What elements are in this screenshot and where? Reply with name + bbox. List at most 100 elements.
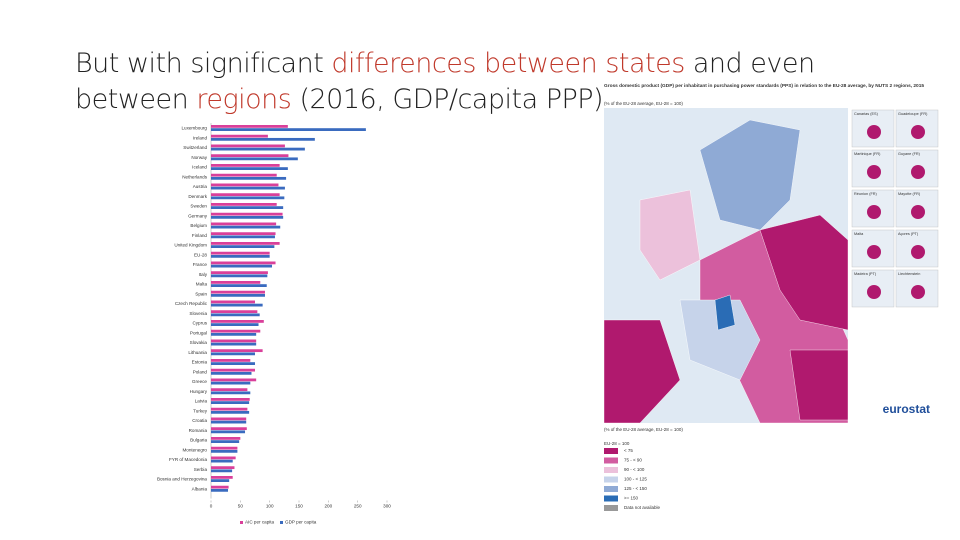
bar (211, 193, 280, 197)
bar (211, 420, 247, 424)
legend-swatch (280, 521, 283, 524)
bar (211, 323, 259, 326)
title-segment: But with significant (75, 48, 332, 79)
bar (211, 225, 281, 229)
bar (211, 271, 268, 275)
bar (211, 215, 284, 219)
map-brand: eurostat (883, 402, 930, 416)
y-tick-label: Latvia (195, 399, 208, 404)
inset-shape (867, 205, 881, 219)
bar (211, 232, 276, 236)
y-tick-label: Luxembourg (181, 126, 207, 131)
plot-background (160, 122, 395, 514)
y-tick-label: Portugal (190, 330, 207, 335)
bar (211, 310, 258, 314)
bar (211, 391, 251, 395)
y-tick-label: Turkey (193, 408, 208, 413)
x-tick-label: 200 (324, 504, 332, 509)
bar (211, 196, 285, 200)
legend-label: < 75 (624, 448, 633, 453)
legend-label: 100 - < 125 (624, 477, 647, 482)
bar (211, 359, 251, 362)
y-tick-label: Norway (191, 155, 207, 160)
legend-swatch (604, 448, 618, 454)
bar (211, 349, 263, 353)
legend-label: 90 - < 100 (624, 467, 645, 472)
legend-swatch (604, 467, 618, 473)
legend-label: AIC per capita (245, 520, 275, 525)
y-tick-label: Lithuania (188, 350, 207, 355)
bar (211, 479, 230, 482)
bar (211, 281, 261, 284)
bar (211, 329, 261, 333)
y-tick-label: Croatia (192, 418, 207, 423)
inset-label: Martinique (FR) (854, 152, 881, 156)
bar (211, 167, 288, 170)
y-tick-label: Ireland (193, 135, 207, 140)
bar (211, 154, 289, 158)
map-region (639, 189, 701, 281)
title-segment: and even (684, 48, 815, 79)
bar (211, 203, 277, 206)
inset-shape (867, 285, 881, 299)
inset-shape (911, 205, 925, 219)
inset-label: Réunion (FR) (854, 192, 878, 196)
bar (211, 437, 241, 440)
bar (211, 440, 240, 443)
bar (211, 398, 250, 401)
bar (211, 332, 257, 336)
y-tick-label: Estonia (192, 360, 208, 365)
bar (211, 125, 288, 128)
y-tick-label: Bulgaria (190, 438, 207, 443)
bar (211, 430, 246, 434)
bar (211, 222, 277, 226)
legend-swatch (604, 486, 618, 492)
y-tick-label: Montenegro (182, 447, 207, 452)
inset-label: Açores (PT) (898, 232, 919, 236)
inset-label: Liechtenstein (898, 272, 920, 276)
y-tick-label: Albania (192, 486, 208, 491)
bar (211, 339, 257, 343)
bar (211, 284, 267, 287)
y-tick-label: Netherlands (182, 174, 207, 179)
legend-swatch (604, 505, 618, 511)
bar (211, 342, 257, 346)
y-tick-label: Spain (195, 291, 207, 296)
x-tick-label: 250 (354, 504, 362, 509)
bar (211, 137, 315, 141)
y-tick-label: Czech Republic (175, 301, 208, 306)
bar (211, 378, 257, 382)
bar (211, 320, 264, 323)
map-title: Gross domestic product (GDP) per inhabit… (604, 83, 925, 88)
bar (211, 381, 251, 385)
bar (211, 293, 265, 297)
bar (211, 164, 280, 167)
inset-label: Madeira (PT) (854, 272, 877, 276)
bar (211, 264, 273, 268)
bar (211, 186, 285, 190)
bar (211, 417, 247, 421)
y-tick-label: Greece (192, 379, 208, 384)
y-tick-label: Slovenia (189, 311, 207, 316)
bar (211, 261, 276, 265)
legend-label: 125 - < 150 (624, 486, 647, 491)
y-tick-label: France (193, 262, 208, 267)
x-tick-label: 0 (210, 504, 213, 509)
bar (211, 303, 263, 307)
bar (211, 245, 275, 248)
legend-label: Data not available (624, 505, 661, 510)
y-tick-label: Austria (193, 184, 208, 189)
y-tick-label: EU-28 (194, 252, 207, 257)
legend-title: EU-28 = 100 (604, 441, 630, 446)
bar (211, 368, 255, 372)
inset-shape (867, 245, 881, 259)
y-tick-label: Denmark (188, 194, 207, 199)
bar (211, 469, 233, 473)
legend-swatch (604, 457, 618, 464)
bar (211, 144, 285, 148)
bar (211, 206, 284, 209)
legend-label: GDP per capita (285, 520, 317, 525)
bar (211, 410, 250, 414)
